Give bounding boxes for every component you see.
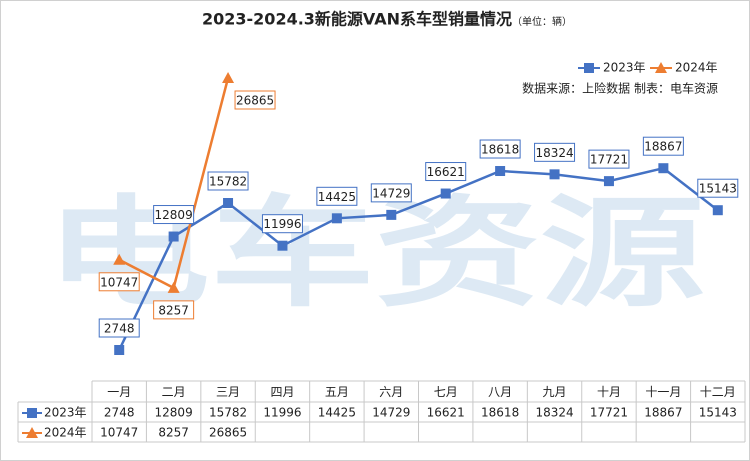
table-series-name: 2023年 — [44, 406, 87, 420]
table-value: 26865 — [209, 426, 247, 440]
table-series-name: 2024年 — [44, 426, 87, 440]
watermark: 电车资源 — [45, 185, 705, 324]
data-label-box — [425, 162, 467, 182]
data-label-box — [642, 136, 684, 156]
point-marker — [495, 166, 506, 177]
x-tick-label: 三月 — [216, 385, 240, 399]
data-label-box — [234, 90, 276, 110]
point-marker — [223, 198, 234, 209]
table-value: 18618 — [481, 406, 519, 420]
data-label: 10747 — [100, 275, 138, 289]
point-marker — [26, 427, 38, 438]
point-marker — [168, 231, 179, 242]
point-marker — [584, 63, 594, 73]
data-label-box — [588, 149, 630, 169]
point-marker — [603, 176, 614, 187]
data-label: 26865 — [236, 94, 274, 108]
point-marker — [658, 163, 669, 174]
data-label: 15782 — [209, 175, 247, 189]
table-value: 2748 — [104, 406, 135, 420]
point-marker — [277, 240, 288, 251]
table-value: 15782 — [209, 406, 247, 420]
chart-subtitle: （单位：辆） — [512, 15, 572, 28]
data-label-box — [98, 272, 140, 292]
point-marker — [222, 72, 235, 83]
point-marker — [386, 209, 397, 220]
point-marker — [113, 253, 126, 265]
data-label: 15143 — [699, 182, 737, 196]
data-label: 11996 — [263, 217, 301, 231]
x-tick-label: 八月 — [488, 385, 512, 399]
data-label-box — [697, 178, 739, 198]
data-label: 14729 — [372, 186, 410, 200]
point-marker — [712, 205, 723, 216]
table-value: 10747 — [100, 426, 138, 440]
data-label: 2748 — [104, 322, 135, 336]
x-tick-label: 六月 — [379, 385, 403, 399]
data-label-box — [207, 171, 249, 191]
table-value: 17721 — [590, 406, 628, 420]
x-tick-label: 五月 — [325, 385, 349, 399]
x-tick-label: 四月 — [270, 385, 294, 399]
data-label: 18867 — [644, 140, 682, 154]
table-value: 14425 — [318, 406, 356, 420]
x-tick-label: 十二月 — [700, 385, 736, 399]
point-marker — [114, 345, 125, 356]
point-marker — [331, 213, 342, 224]
legend-label: 2024年 — [675, 61, 718, 75]
data-label-box — [370, 183, 412, 203]
point-marker — [440, 188, 451, 199]
data-label: 12809 — [155, 208, 193, 222]
data-label: 18618 — [481, 143, 519, 157]
data-label: 18324 — [535, 146, 573, 160]
x-tick-label: 十月 — [597, 385, 621, 399]
data-label-box — [316, 186, 358, 206]
table-value: 18867 — [644, 406, 682, 420]
legend-label: 2023年 — [603, 61, 646, 75]
x-tick-label: 二月 — [162, 385, 186, 399]
x-tick-label: 九月 — [543, 385, 567, 399]
point-marker — [549, 169, 560, 180]
series-line — [118, 166, 719, 351]
data-label: 14425 — [318, 190, 356, 204]
data-label-box — [534, 142, 576, 162]
data-label: 16621 — [427, 165, 465, 179]
x-tick-label: 十一月 — [645, 385, 681, 399]
point-marker — [655, 62, 667, 73]
data-label: 8257 — [158, 303, 189, 317]
data-label-box — [153, 205, 195, 225]
source-note: 数据来源：上险数据 制表：电车资源 — [522, 81, 718, 96]
data-label: 17721 — [590, 153, 628, 167]
table-value: 18324 — [535, 406, 573, 420]
data-label-box — [153, 300, 195, 320]
x-tick-label: 七月 — [434, 385, 458, 399]
table-value: 14729 — [372, 406, 410, 420]
point-marker — [167, 281, 180, 293]
table-value: 12809 — [155, 406, 193, 420]
data-label-box — [261, 214, 303, 234]
chart-title: 2023-2024.3新能源VAN系车型销量情况 — [202, 10, 512, 29]
table-value: 8257 — [158, 426, 189, 440]
point-marker — [27, 408, 37, 418]
table-value: 16621 — [427, 406, 465, 420]
data-label-box — [98, 318, 140, 338]
table-value: 15143 — [699, 406, 737, 420]
data-label-box — [479, 139, 521, 159]
x-tick-label: 一月 — [107, 385, 131, 399]
table-value: 11996 — [263, 406, 301, 420]
